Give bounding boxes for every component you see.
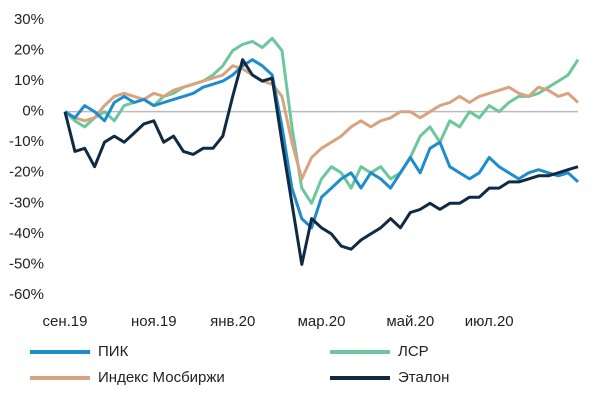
- y-tick-label: -10%: [9, 133, 44, 150]
- x-tick-label: мар.20: [298, 313, 346, 330]
- y-tick-label: 10%: [14, 72, 44, 89]
- series-line: [64, 58, 580, 230]
- y-tick-label: 30%: [14, 11, 44, 28]
- x-tick-label: июл.20: [465, 313, 514, 330]
- legend-label: Индекс Мосбиржи: [98, 369, 225, 386]
- series-line: [63, 58, 579, 266]
- y-tick-label: -30%: [9, 194, 44, 211]
- x-tick-label: сен.19: [43, 313, 88, 330]
- x-tick-label: янв.20: [210, 313, 255, 330]
- series-line: [64, 64, 580, 181]
- x-tick-label: май.20: [386, 313, 434, 330]
- y-tick-label: -60%: [9, 286, 44, 303]
- y-tick-label: -50%: [9, 255, 44, 272]
- y-tick-label: 0%: [22, 103, 44, 120]
- legend-label: ЛСР: [398, 343, 429, 360]
- y-tick-label: -40%: [9, 225, 44, 242]
- legend-label: ПИК: [98, 343, 129, 360]
- x-tick-label: ноя.19: [131, 313, 177, 330]
- y-tick-label: 20%: [14, 42, 44, 59]
- y-tick-label: -20%: [9, 164, 44, 181]
- legend-label: Эталон: [398, 369, 449, 386]
- series-line: [63, 36, 580, 205]
